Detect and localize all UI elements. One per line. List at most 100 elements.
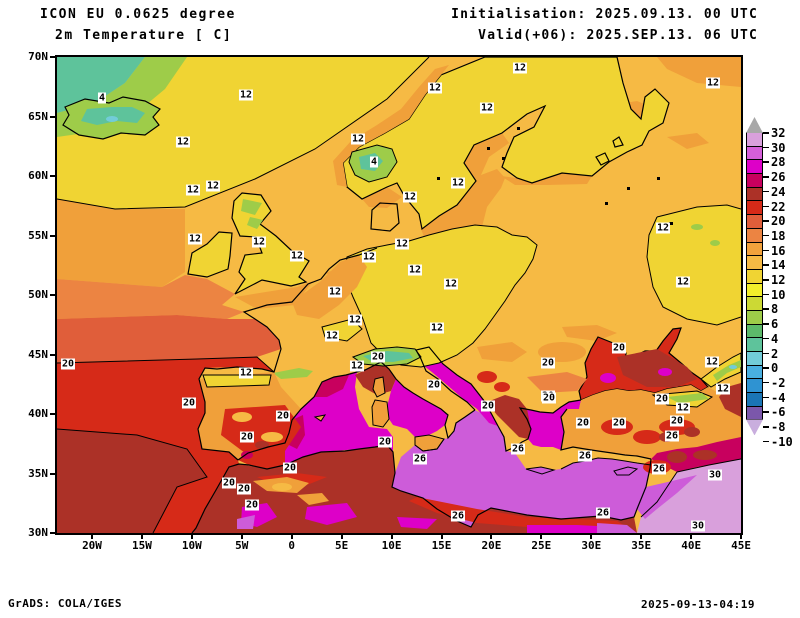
lon-tick-mark <box>290 533 293 539</box>
lat-tick-label: 50N <box>28 288 48 301</box>
colorbar-tick-label: 32 <box>771 126 786 140</box>
colorbar-segment <box>746 309 763 325</box>
contour-value-label: 20 <box>575 417 591 429</box>
contour-value-label: 20 <box>181 397 197 409</box>
contour-value-label: 20 <box>541 392 557 404</box>
lat-tick-mark <box>50 56 57 58</box>
contour-value-label: 12 <box>347 314 363 326</box>
contour-value-label: 12 <box>429 322 445 334</box>
map-frame <box>55 55 743 535</box>
contour-value-label: 20 <box>282 462 298 474</box>
colorbar-tick-label: 22 <box>771 199 786 214</box>
colorbar-tick-label: -4 <box>771 390 786 405</box>
contour-value-label: 20 <box>611 342 627 354</box>
colorbar-tick-mark <box>763 352 769 354</box>
contour-value-label: 12 <box>705 77 721 89</box>
colorbar-segment <box>746 214 763 229</box>
lat-tick-mark <box>50 532 57 534</box>
contour-value-label: 26 <box>510 443 526 455</box>
lat-tick-label: 70N <box>28 50 48 63</box>
lon-tick-label: 35E <box>631 539 652 552</box>
colorbar-segment <box>746 364 763 380</box>
colorbar-tick-label: 2 <box>771 346 779 361</box>
colorbar-tick-label: 14 <box>771 258 786 273</box>
lon-tick-mark <box>540 533 543 539</box>
credit-label: GrADS: COLA/IGES <box>8 597 122 610</box>
colorbar-tick-label: 10 <box>771 287 786 302</box>
colorbar-tick-mark <box>763 234 769 237</box>
colorbar-tick-mark <box>763 323 769 325</box>
lon-tick-mark <box>91 533 93 539</box>
colorbar-segment <box>746 392 763 407</box>
lon-tick-label: 15E <box>431 539 452 552</box>
colorbar-tick-mark <box>763 132 769 134</box>
contour-value-label: 12 <box>175 136 191 148</box>
field-title: 2m Temperature [ C] <box>55 28 233 43</box>
contour-value-label: 30 <box>707 469 723 481</box>
contour-value-label: 20 <box>426 379 442 391</box>
colorbar-tick-mark <box>763 176 769 178</box>
contour-value-label: 20 <box>669 415 685 427</box>
contour-value-label: 12 <box>361 251 377 263</box>
lat-tick-label: 40N <box>28 407 48 420</box>
lat-tick-label: 45N <box>28 347 48 361</box>
temperature-map <box>57 57 741 533</box>
colorbar-segment <box>746 200 763 216</box>
colorbar-segment <box>746 405 763 421</box>
contour-value-label: 12 <box>407 264 423 276</box>
colorbar-tick-label: -2 <box>771 375 786 390</box>
contour-value-label: 20 <box>611 417 627 429</box>
colorbar-tick-label: 8 <box>771 302 779 317</box>
contour-value-label: 26 <box>450 510 466 522</box>
contour-value-label: 20 <box>377 436 393 448</box>
colorbar-tick-mark <box>763 293 769 296</box>
colorbar-tick-mark <box>763 426 769 428</box>
colorbar-tick-label: 4 <box>771 331 779 346</box>
lon-tick-label: 5E <box>335 539 349 552</box>
contour-value-label: 20 <box>221 477 237 489</box>
lon-tick-mark <box>190 533 193 539</box>
lon-tick-mark <box>440 533 443 539</box>
contour-value-label: 12 <box>238 89 254 101</box>
contour-value-label: 26 <box>412 453 428 465</box>
contour-value-label: 20 <box>60 358 76 370</box>
colorbar-tick-mark <box>763 381 769 384</box>
colorbar-tick-mark <box>763 220 769 222</box>
colorbar-tick-mark <box>763 161 769 163</box>
lat-tick-label: 30N <box>28 526 48 539</box>
colorbar-tick-mark <box>763 308 769 310</box>
lat-tick-mark <box>50 353 57 356</box>
contour-value-label: 12 <box>443 278 459 290</box>
lon-tick-label: 10W <box>181 539 202 552</box>
colorbar-segment <box>746 268 763 284</box>
colorbar-segment <box>746 227 763 243</box>
lat-tick-label: 60N <box>28 169 48 182</box>
colorbar-segment <box>746 241 763 257</box>
colorbar-tick-label: 18 <box>771 228 786 243</box>
contour-value-label: 4 <box>97 92 107 104</box>
lon-tick-label: 0 <box>288 539 296 552</box>
contour-value-label: 12 <box>479 102 495 114</box>
colorbar-tick-mark <box>763 190 769 193</box>
contour-value-label: 26 <box>664 430 680 442</box>
contour-value-label: 20 <box>370 351 386 363</box>
colorbar-tick-label: -8 <box>771 420 786 434</box>
contour-value-label: 20 <box>654 393 670 405</box>
colorbar-segment <box>746 296 763 311</box>
colorbar-segment <box>746 323 763 339</box>
colorbar-tick-mark <box>763 146 769 149</box>
colorbar-above-max-arrow <box>746 117 763 133</box>
colorbar-tick-mark <box>763 367 769 369</box>
colorbar-tick-mark <box>763 440 769 443</box>
contour-value-label: 26 <box>577 450 593 462</box>
contour-value-label: 12 <box>185 184 201 196</box>
lon-tick-label: 20E <box>481 539 502 552</box>
lat-tick-mark <box>50 175 57 177</box>
contour-value-label: 20 <box>239 431 255 443</box>
lon-tick-mark <box>690 533 693 539</box>
contour-value-label: 12 <box>289 250 305 262</box>
colorbar-tick-label: 12 <box>771 273 786 287</box>
contour-value-label: 20 <box>480 400 496 412</box>
lon-tick-label: 20W <box>82 539 102 552</box>
